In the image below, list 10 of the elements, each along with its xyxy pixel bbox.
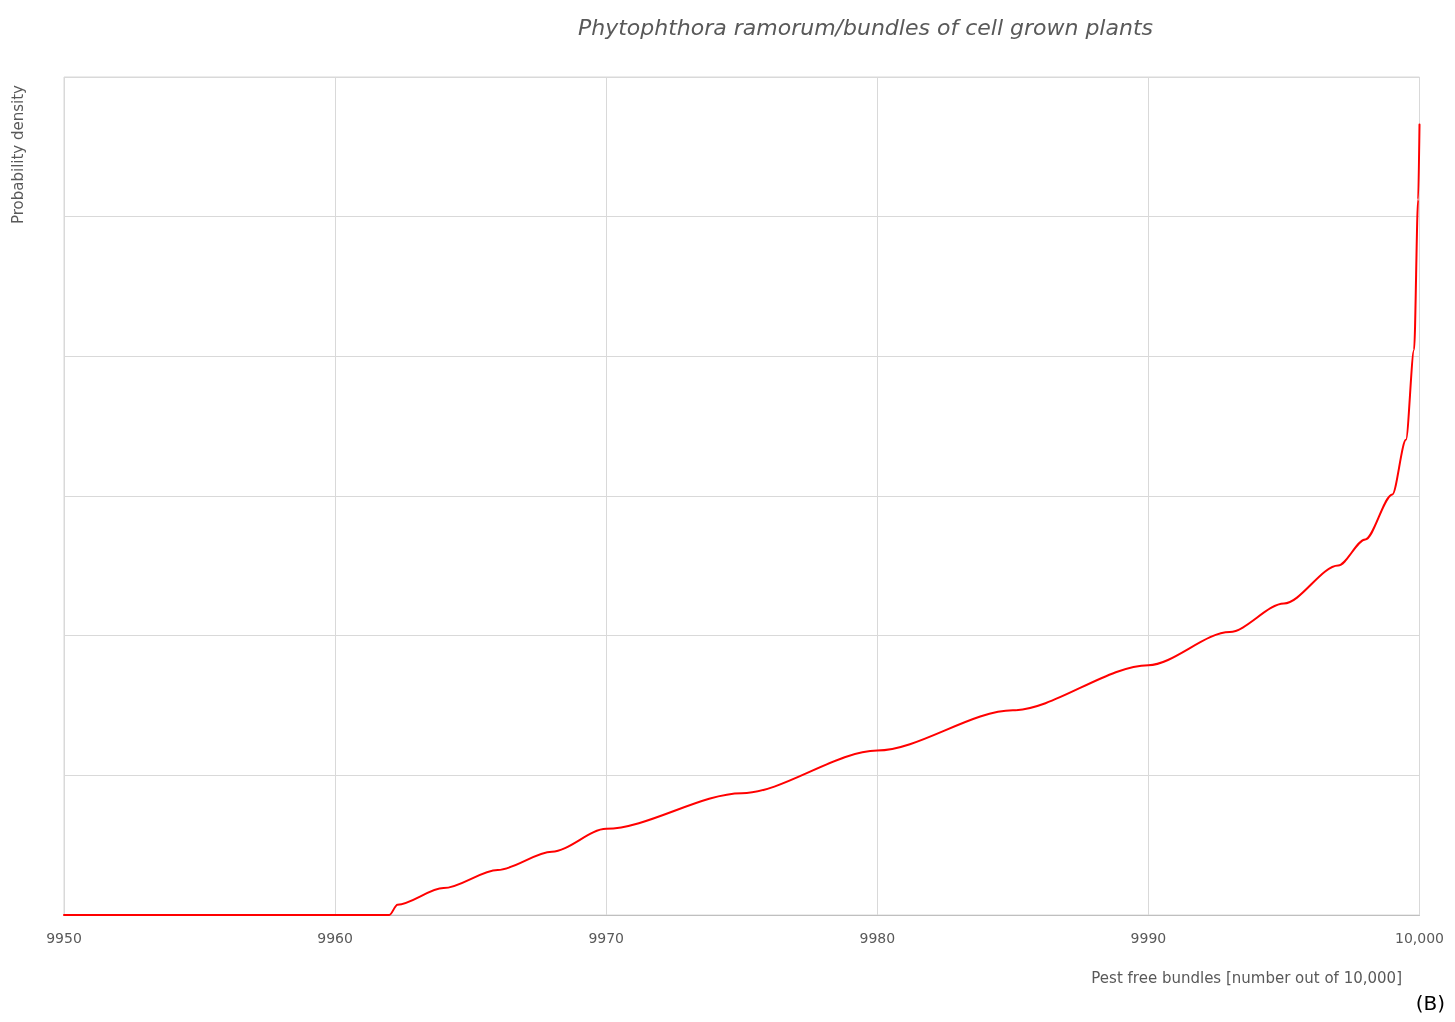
- y-axis-title: Probability density: [8, 84, 27, 225]
- x-tick-label: 9950: [46, 930, 82, 946]
- chart-title: Phytophthora ramorum/bundles of cell grown plants: [578, 14, 1153, 40]
- x-axis-title: Pest free bundles [number out of 10,000]: [1091, 968, 1403, 987]
- x-tick-label: 9990: [1130, 930, 1167, 946]
- x-tick-label: 10,000: [1395, 930, 1445, 946]
- x-tick-label: 9980: [859, 930, 896, 946]
- x-tick-label: 9960: [317, 930, 353, 946]
- text: (B): [1415, 991, 1445, 1015]
- x-tick-label: 9970: [588, 930, 625, 946]
